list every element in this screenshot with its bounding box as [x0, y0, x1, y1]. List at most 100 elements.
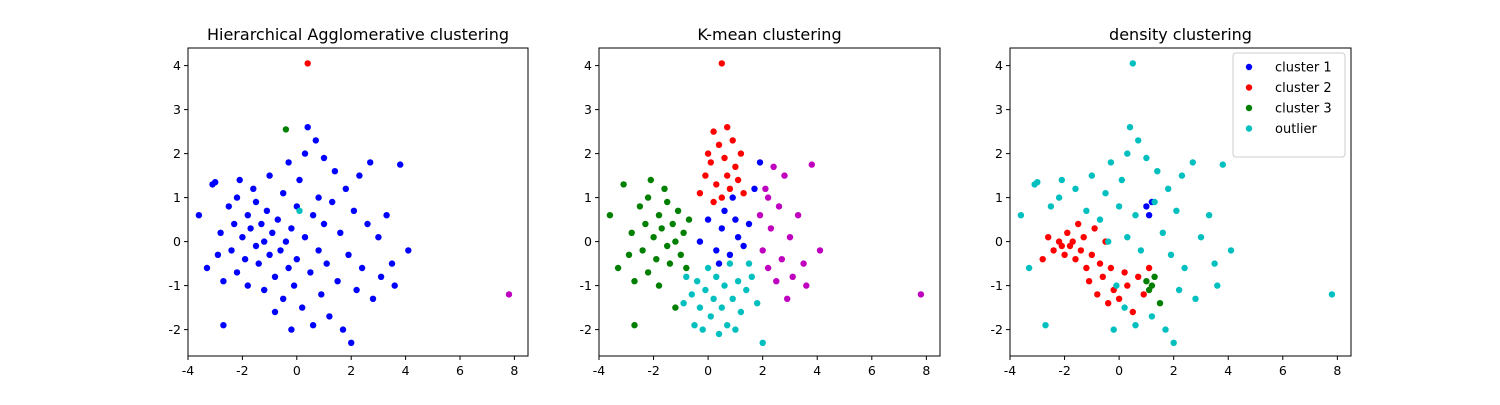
data-point	[702, 286, 709, 294]
data-point	[800, 260, 807, 267]
data-point	[1205, 212, 1213, 219]
data-point	[1061, 251, 1068, 258]
axes-frame	[1009, 47, 1352, 357]
data-point	[320, 154, 328, 162]
data-point	[1077, 247, 1085, 254]
x-tick-label: 6	[868, 363, 876, 378]
x-tick-label: 8	[1333, 363, 1341, 378]
data-point	[704, 216, 712, 223]
data-point	[917, 291, 925, 298]
data-point	[1145, 212, 1153, 219]
y-tick-label: 3	[173, 102, 181, 117]
data-point	[247, 225, 254, 232]
data-point	[704, 264, 712, 272]
data-point	[732, 163, 739, 170]
chart-title: density clustering	[1109, 25, 1252, 44]
data-point	[1132, 322, 1139, 329]
x-tick-label: -4	[182, 363, 195, 378]
data-point	[762, 185, 769, 192]
data-point	[258, 220, 265, 228]
data-point	[726, 260, 734, 267]
data-point	[732, 216, 739, 223]
data-point	[606, 212, 614, 219]
x-tick-label: 2	[1170, 363, 1178, 378]
data-point	[713, 247, 720, 254]
data-point	[271, 273, 279, 280]
x-tick-label: 6	[456, 363, 464, 378]
legend-marker	[1245, 125, 1253, 132]
data-point	[639, 247, 646, 254]
data-point	[636, 203, 644, 210]
data-point	[718, 194, 725, 201]
data-point	[718, 60, 725, 67]
data-point	[277, 247, 284, 254]
data-point	[269, 229, 276, 236]
data-point	[721, 154, 728, 162]
data-point	[658, 225, 665, 232]
data-point	[350, 207, 358, 214]
data-point	[748, 273, 755, 280]
data-point	[1072, 256, 1079, 263]
data-point	[1227, 247, 1235, 254]
data-point	[778, 256, 785, 263]
data-point	[729, 194, 736, 201]
data-point	[1140, 291, 1147, 298]
data-point	[301, 234, 309, 241]
data-point	[1151, 198, 1158, 206]
data-point	[239, 234, 246, 241]
data-point	[1189, 159, 1197, 166]
data-point	[304, 124, 311, 131]
data-point	[1219, 161, 1227, 168]
y-tick-label: -1	[580, 278, 592, 293]
data-point	[285, 159, 292, 166]
data-point	[1143, 203, 1150, 210]
data-point	[212, 179, 219, 186]
data-point	[326, 313, 333, 320]
data-point	[1126, 124, 1134, 131]
data-point	[1328, 291, 1336, 298]
x-tick-label: 6	[1279, 363, 1287, 378]
data-point	[1083, 264, 1090, 272]
data-point	[309, 212, 317, 219]
data-point	[405, 247, 412, 254]
data-point	[250, 185, 257, 192]
data-point	[1129, 60, 1137, 67]
data-point	[1096, 260, 1104, 267]
data-point	[680, 229, 687, 236]
data-point	[694, 278, 701, 285]
y-tick-label: -1	[991, 278, 1003, 293]
data-point	[732, 326, 739, 333]
data-point	[353, 286, 360, 294]
data-point	[734, 278, 742, 285]
data-point	[672, 304, 679, 311]
data-point	[320, 220, 328, 228]
data-point	[383, 212, 390, 219]
y-tick-label: 2	[584, 146, 592, 161]
data-point	[309, 322, 317, 329]
data-point	[729, 137, 736, 144]
data-point	[261, 238, 268, 245]
data-point	[631, 278, 638, 285]
data-point	[261, 286, 268, 294]
y-tick-label: 4	[584, 58, 592, 73]
data-point	[397, 161, 404, 168]
plot-panel-3: density clustering -4 -2 0 2 4 6 8 -2 -1 0 1 2 3 4 clus…	[991, 25, 1352, 378]
data-point	[1211, 260, 1218, 267]
data-point	[655, 212, 663, 219]
data-point	[1143, 278, 1150, 285]
data-point	[1107, 159, 1115, 166]
data-point	[1039, 256, 1046, 263]
data-point	[734, 234, 742, 241]
data-point	[266, 251, 273, 258]
data-point	[1058, 242, 1066, 250]
data-point	[282, 126, 290, 133]
data-point	[342, 185, 349, 192]
data-point	[1083, 207, 1090, 214]
data-point	[304, 60, 311, 67]
data-point	[364, 220, 371, 228]
data-point	[726, 251, 734, 258]
data-point	[1050, 247, 1057, 254]
data-point	[614, 264, 622, 272]
data-point	[1099, 273, 1107, 280]
